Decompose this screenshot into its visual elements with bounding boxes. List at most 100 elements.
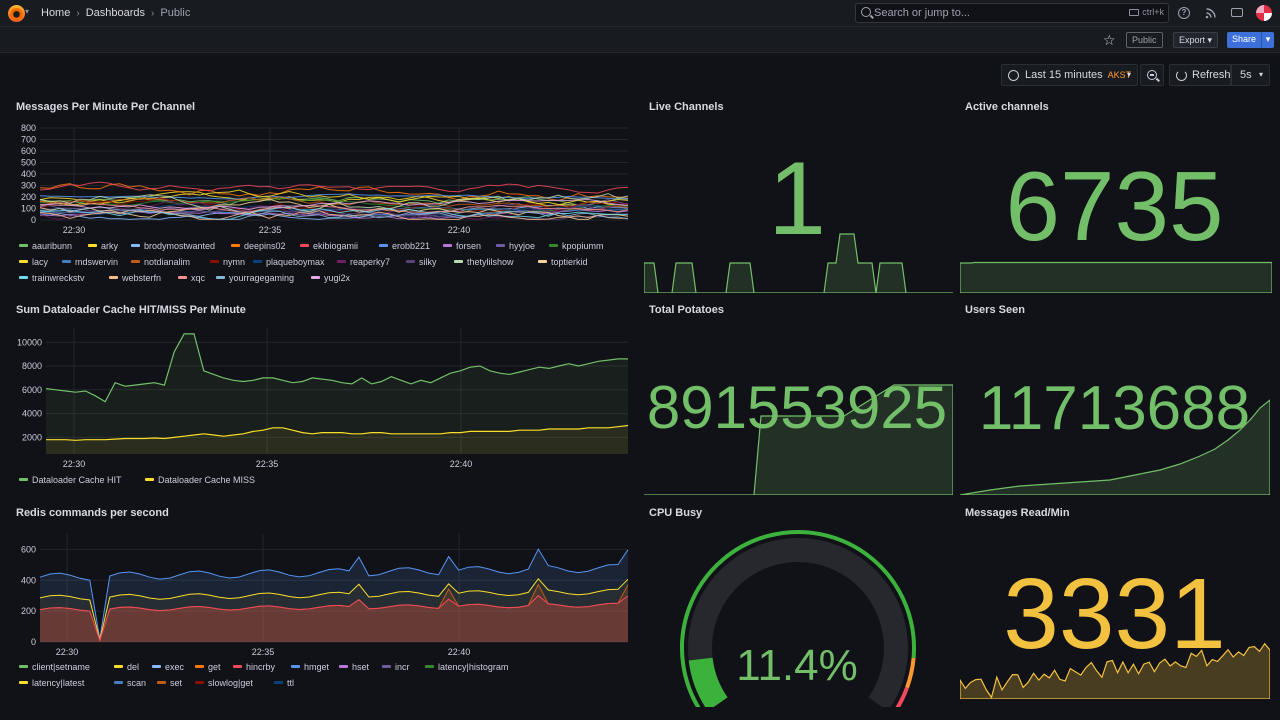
y-tick-label: 0 [31,637,36,647]
breadcrumb-dashboards[interactable]: Dashboards [85,7,146,19]
legend-item[interactable]: brodymostwanted [131,241,215,251]
legend-item[interactable]: set [157,678,182,688]
legend-item[interactable]: ttl [274,678,294,688]
panel-title[interactable]: Total Potatoes [649,304,724,316]
legend-item[interactable]: plaqueboymax [253,257,325,267]
star-icon[interactable]: ☆ [1103,32,1116,48]
legend-item[interactable]: erobb221 [379,241,430,251]
legend-item[interactable]: trainwreckstv [19,273,85,283]
panel-title[interactable]: Redis commands per second [16,507,169,519]
panel-title[interactable]: Users Seen [965,304,1025,316]
help-icon[interactable]: ? [1178,7,1190,19]
export-button[interactable]: Export ▾ [1173,32,1219,48]
panel-title[interactable]: Messages Read/Min [965,507,1070,519]
legend-label: notdianalim [144,257,191,267]
legend-item[interactable]: latency|histogram [425,662,508,672]
legend-item[interactable]: latency|latest [19,678,84,688]
avatar[interactable] [1256,5,1272,21]
legend-item[interactable]: nymn [210,257,245,267]
search-input[interactable] [874,5,1104,21]
legend-item[interactable]: Dataloader Cache MISS [145,475,255,485]
legend-label: silky [419,257,437,267]
chevron-right-icon: › [76,8,80,19]
legend-item[interactable]: exec [152,662,184,672]
legend-label: erobb221 [392,241,431,251]
legend-item[interactable]: lacy [19,257,48,267]
chevron-down-icon[interactable]: ▾ [25,7,30,16]
legend-item[interactable]: incr [382,662,410,672]
legend-item[interactable]: ekibiogamii [300,241,358,251]
series-line [40,198,629,211]
legend-item[interactable]: toptierkid [538,257,588,267]
panel-title[interactable]: Active channels [965,101,1049,113]
legend-item[interactable]: mdswervin [62,257,118,267]
search-box[interactable]: ctrl+k [855,3,1169,23]
keyboard-shortcut: ctrl+k [1129,7,1164,17]
legend-item[interactable]: scan [114,678,146,688]
zoom-out-button[interactable] [1140,64,1164,86]
legend-item[interactable]: yugi2x [311,273,350,283]
live-channels-sparkline [644,233,953,293]
legend-item[interactable]: hyyjoe [496,241,535,251]
legend-swatch [454,260,463,263]
x-tick-label: 22:30 [63,225,86,235]
panel-users-seen: Users Seen 11713688 [957,304,1272,496]
legend-item[interactable]: notdianalim [131,257,190,267]
share-button[interactable]: Share [1227,32,1262,48]
chart-legend: aauribunn arky brodymostwanted deepins02 eki… [19,241,629,291]
legend-item[interactable]: kpopiumm [549,241,604,251]
gauge-value: 11.4% [736,641,858,690]
legend-item[interactable]: websterfn [109,273,161,283]
panel-title[interactable]: CPU Busy [649,507,703,519]
users-seen-sparkline [960,399,1270,495]
legend-item[interactable]: reaperky7 [337,257,390,267]
news-feed-icon[interactable] [1205,7,1217,19]
series-line [45,333,628,403]
legend-item[interactable]: get [195,662,221,672]
stat-value: 1 [768,141,826,257]
legend-item[interactable]: yourragegaming [216,273,294,283]
refresh-button[interactable]: Refresh [1169,64,1231,86]
panel-title[interactable]: Live Channels [649,101,724,113]
panel-title[interactable]: Sum Dataloader Cache HIT/MISS Per Minute [16,304,246,316]
legend-swatch [233,665,242,668]
breadcrumb-home[interactable]: Home [41,7,71,19]
legend-label: slowlog|get [208,678,253,688]
series-line [39,578,629,641]
active-channels-sparkline [960,261,1272,293]
chart-legend: client|setname del exec get hincrby hmget hset… [19,662,629,696]
panel-title[interactable]: Messages Per Minute Per Channel [16,101,196,113]
legend-item[interactable]: arky [88,241,118,251]
legend-swatch [496,244,505,247]
legend-item[interactable]: silky [406,257,437,267]
legend-swatch [131,244,140,247]
legend-item[interactable]: Dataloader Cache HIT [19,475,122,485]
share-options-button[interactable]: ▾ [1261,32,1274,48]
refresh-interval-picker[interactable]: 5s ▾ [1231,64,1270,86]
x-tick-label: 22:40 [450,459,473,469]
legend-item[interactable]: hset [339,662,369,672]
panel-redis-commands: Redis commands per second 0 200 400 600 22:3… [8,507,633,697]
public-badge: Public [1126,32,1163,48]
legend-item[interactable]: del [114,662,139,672]
legend-label: scan [127,678,147,688]
grafana-logo-icon[interactable] [8,5,25,22]
legend-item[interactable]: forsen [443,241,481,251]
kiosk-mode-icon[interactable] [1231,8,1243,17]
time-range-picker[interactable]: Last 15 minutes AKST ▾ [1001,64,1138,86]
top-navbar: ▾ Home › Dashboards › Public ctrl+k ? [0,0,1280,27]
legend-item[interactable]: hmget [291,662,329,672]
legend-item[interactable]: client|setname [19,662,90,672]
legend-item[interactable]: slowlog|get [195,678,253,688]
legend-item[interactable]: deepins02 [231,241,286,251]
legend-item[interactable]: hincrby [233,662,275,672]
gauge-threshold-band [905,657,916,689]
series-line [39,196,629,206]
legend-item[interactable]: thetylilshow [454,257,514,267]
x-tick-label: 22:30 [56,647,79,657]
stat-value: 6735 [1005,151,1224,261]
series-line [39,203,629,218]
legend-item[interactable]: aauribunn [19,241,72,251]
legend-item[interactable]: xqc [178,273,205,283]
